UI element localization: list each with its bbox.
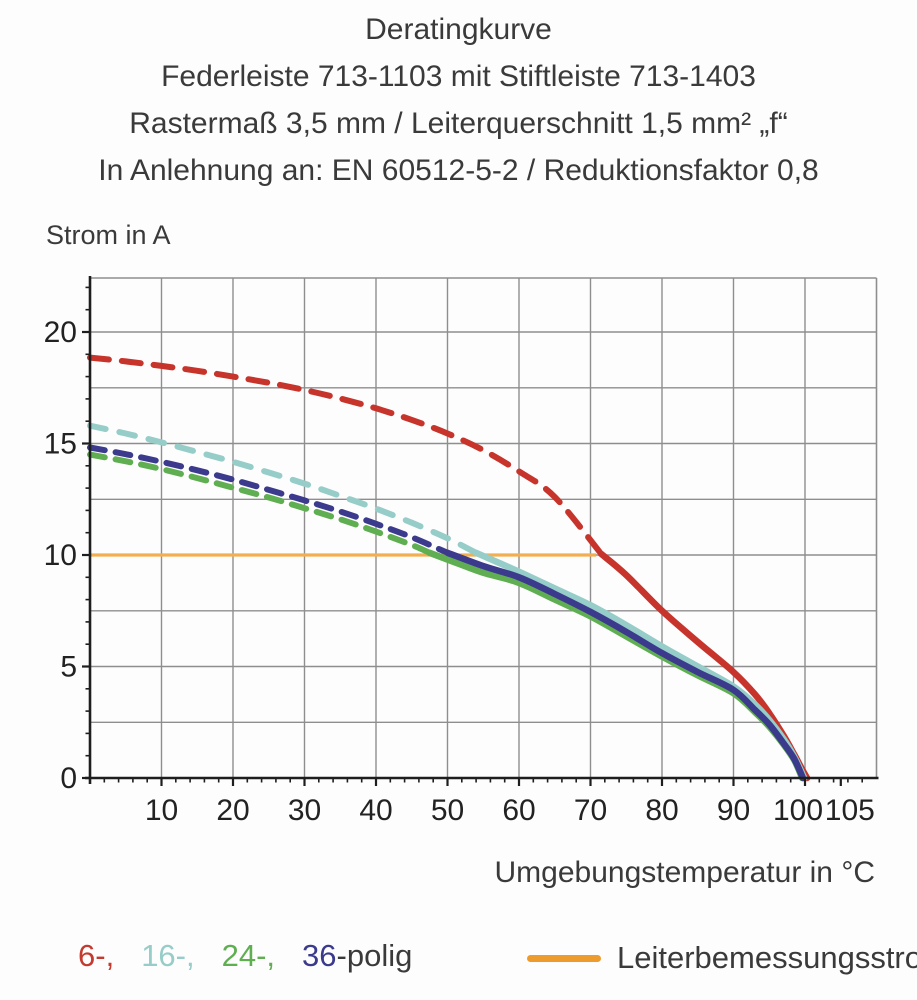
series-dashed-16-polig — [87, 422, 480, 556]
legend-poles: 6-, 16-, 24-, 36-polig — [78, 938, 412, 974]
x-tick-label: 105 — [825, 794, 875, 827]
y-tick-label: 20 — [44, 316, 77, 349]
x-tick-label: 40 — [359, 794, 392, 827]
legend-pole-item-last: 36-polig — [302, 938, 412, 974]
x-tick-label: 70 — [574, 794, 607, 827]
x-tick-label: 30 — [288, 794, 321, 827]
x-tick-label: 90 — [717, 794, 750, 827]
y-tick-label: 10 — [44, 539, 77, 572]
x-tick-label: 10 — [145, 794, 178, 827]
chart-title-line-4: In Anlehnung an: EN 60512-5-2 / Reduktio… — [98, 154, 819, 187]
y-tick-label: 5 — [60, 651, 77, 684]
y-tick-label: 15 — [44, 428, 77, 461]
legend-pole-suffix: -polig — [336, 938, 413, 973]
legend-rated-current: Leiterbemessungsstrom — [527, 938, 917, 978]
series-solid-24-polig — [426, 549, 806, 782]
chart-title-block: Deratingkurve Federleiste 713-1103 mit S… — [0, 6, 917, 194]
x-tick-label: 60 — [502, 794, 535, 827]
x-tick-label: 80 — [645, 794, 678, 827]
legend-pole-item-36: 36 — [302, 938, 337, 973]
legend-pole-item-24: 24-, — [221, 938, 276, 973]
series-dashed-24-polig — [87, 451, 433, 556]
chart-title-line-1: Deratingkurve — [365, 13, 552, 46]
x-tick-label: 50 — [431, 794, 464, 827]
y-axis-title: Strom in A — [46, 220, 171, 250]
x-axis-title: Umgebungstemperatur in °C — [494, 856, 875, 889]
rated-current-label: Leiterbemessungsstrom — [617, 940, 917, 975]
legend-pole-item-6: 6-, — [78, 938, 115, 973]
series-solid-36-polig — [444, 549, 807, 782]
chart-title-line-3: Rastermaß 3,5 mm / Leiterquerschnitt 1,5… — [129, 107, 788, 140]
y-tick-label: 0 — [60, 762, 77, 795]
series-dashed-6-polig — [87, 354, 605, 557]
x-tick-label: 100 — [773, 794, 823, 827]
legend-pole-item-16: 16-, — [141, 938, 195, 973]
rated-current-line-swatch — [527, 954, 601, 962]
chart-title-line-2: Federleiste 713-1103 mit Stiftleiste 713… — [161, 60, 756, 93]
series-dashed-36-polig — [87, 444, 451, 556]
x-tick-label: 20 — [216, 794, 249, 827]
